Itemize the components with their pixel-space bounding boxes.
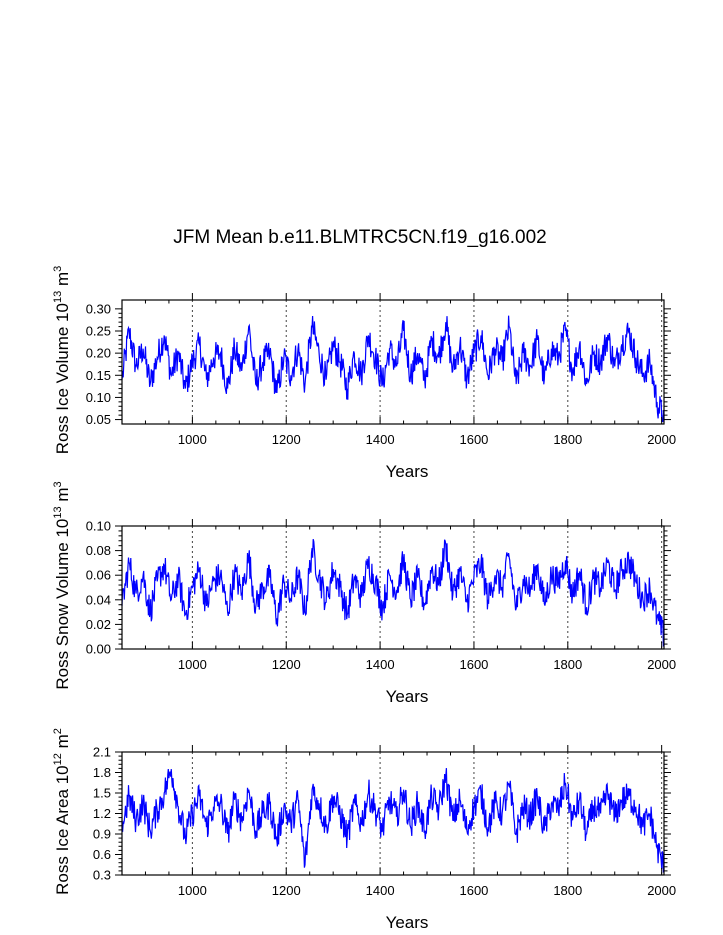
y-tick-label: 0.15 — [86, 368, 111, 383]
y-tick-label: 1.8 — [93, 765, 111, 780]
panel-3: 1000 1200 1400 1600 1800 2000 0.3 0.6 0.9 1.2 1.5 1… — [52, 728, 676, 932]
y-axis-label: Ross Snow Volume 1013 m3 — [52, 481, 72, 689]
y-axis-label-prefix: Ross Ice Area 10 — [53, 765, 72, 894]
y-axis-label-prefix: Ross Ice Volume 10 — [53, 303, 72, 454]
y-tick-label: 1.2 — [93, 806, 111, 821]
x-axis-label: Years — [386, 687, 429, 706]
panel-2: 1000 1200 1400 1600 1800 2000 0.00 0.02 0.04 0.06… — [52, 481, 676, 706]
x-tick-label: 2000 — [647, 657, 676, 672]
y-tick-label: 0.10 — [86, 390, 111, 405]
panel-1: 1000 1200 1400 1600 1800 2000 0.05 0.10 0.15 0.20… — [52, 266, 676, 481]
y-axis-label-unit-exp: 3 — [52, 266, 64, 272]
x-tick-label: 1600 — [459, 432, 488, 447]
x-tick-label: 1400 — [366, 883, 395, 898]
series-line — [121, 315, 665, 423]
y-tick-label: 0.10 — [86, 519, 111, 534]
panels: 1000 1200 1400 1600 1800 2000 0.05 0.10 0.15 0.20… — [52, 266, 676, 932]
y-tick-label: 0.9 — [93, 827, 111, 842]
x-tick-label: 1400 — [366, 432, 395, 447]
x-tick-label: 1400 — [366, 657, 395, 672]
y-tick-label: 0.06 — [86, 568, 111, 583]
y-tick-label: 0.05 — [86, 412, 111, 427]
y-axis-label-unit: m — [53, 272, 72, 291]
y-tick-label: 1.5 — [93, 786, 111, 801]
x-tick-label: 1200 — [272, 883, 301, 898]
x-tick-label: 2000 — [647, 883, 676, 898]
series-line — [121, 768, 665, 873]
y-axis-label: Ross Ice Area 1012 m2 — [52, 728, 72, 895]
x-tick-label: 1800 — [553, 883, 582, 898]
y-axis-label-unit: m — [53, 487, 72, 506]
y-axis-label-unit: m — [53, 734, 72, 753]
y-tick-label: 0.30 — [86, 301, 111, 316]
y-tick-label: 2.1 — [93, 745, 111, 760]
y-axis-label-unit-exp: 3 — [52, 481, 64, 487]
x-axis-label: Years — [386, 462, 429, 481]
y-tick-label: 0.00 — [86, 642, 111, 657]
y-tick-label: 0.02 — [86, 617, 111, 632]
x-tick-label: 1000 — [178, 432, 207, 447]
y-tick-label: 0.3 — [93, 868, 111, 883]
series-line — [121, 538, 665, 647]
y-tick-label: 0.04 — [86, 592, 111, 607]
x-tick-label: 1600 — [459, 883, 488, 898]
x-tick-label: 1800 — [553, 657, 582, 672]
y-axis-label-unit-exp: 2 — [52, 728, 64, 734]
y-tick-label: 0.25 — [86, 324, 111, 339]
y-axis-label-prefix: Ross Snow Volume 10 — [53, 519, 72, 690]
y-axis-label-exp: 12 — [52, 753, 64, 765]
y-axis-label: Ross Ice Volume 1013 m3 — [52, 266, 72, 454]
y-axis-label-exp: 13 — [52, 291, 64, 303]
y-tick-label: 0.20 — [86, 346, 111, 361]
x-tick-label: 1000 — [178, 657, 207, 672]
x-tick-label: 1800 — [553, 432, 582, 447]
x-axis-label: Years — [386, 913, 429, 932]
x-tick-label: 1600 — [459, 657, 488, 672]
figure-title: JFM Mean b.e11.BLMTRC5CN.f19_g16.002 — [173, 227, 547, 248]
x-tick-label: 1000 — [178, 883, 207, 898]
y-tick-label: 0.6 — [93, 847, 111, 862]
x-tick-label: 1200 — [272, 657, 301, 672]
plot-frame — [121, 525, 665, 650]
y-axis-label-exp: 13 — [52, 506, 64, 518]
x-tick-label: 2000 — [647, 432, 676, 447]
x-tick-label: 1200 — [272, 432, 301, 447]
y-tick-label: 0.08 — [86, 543, 111, 558]
